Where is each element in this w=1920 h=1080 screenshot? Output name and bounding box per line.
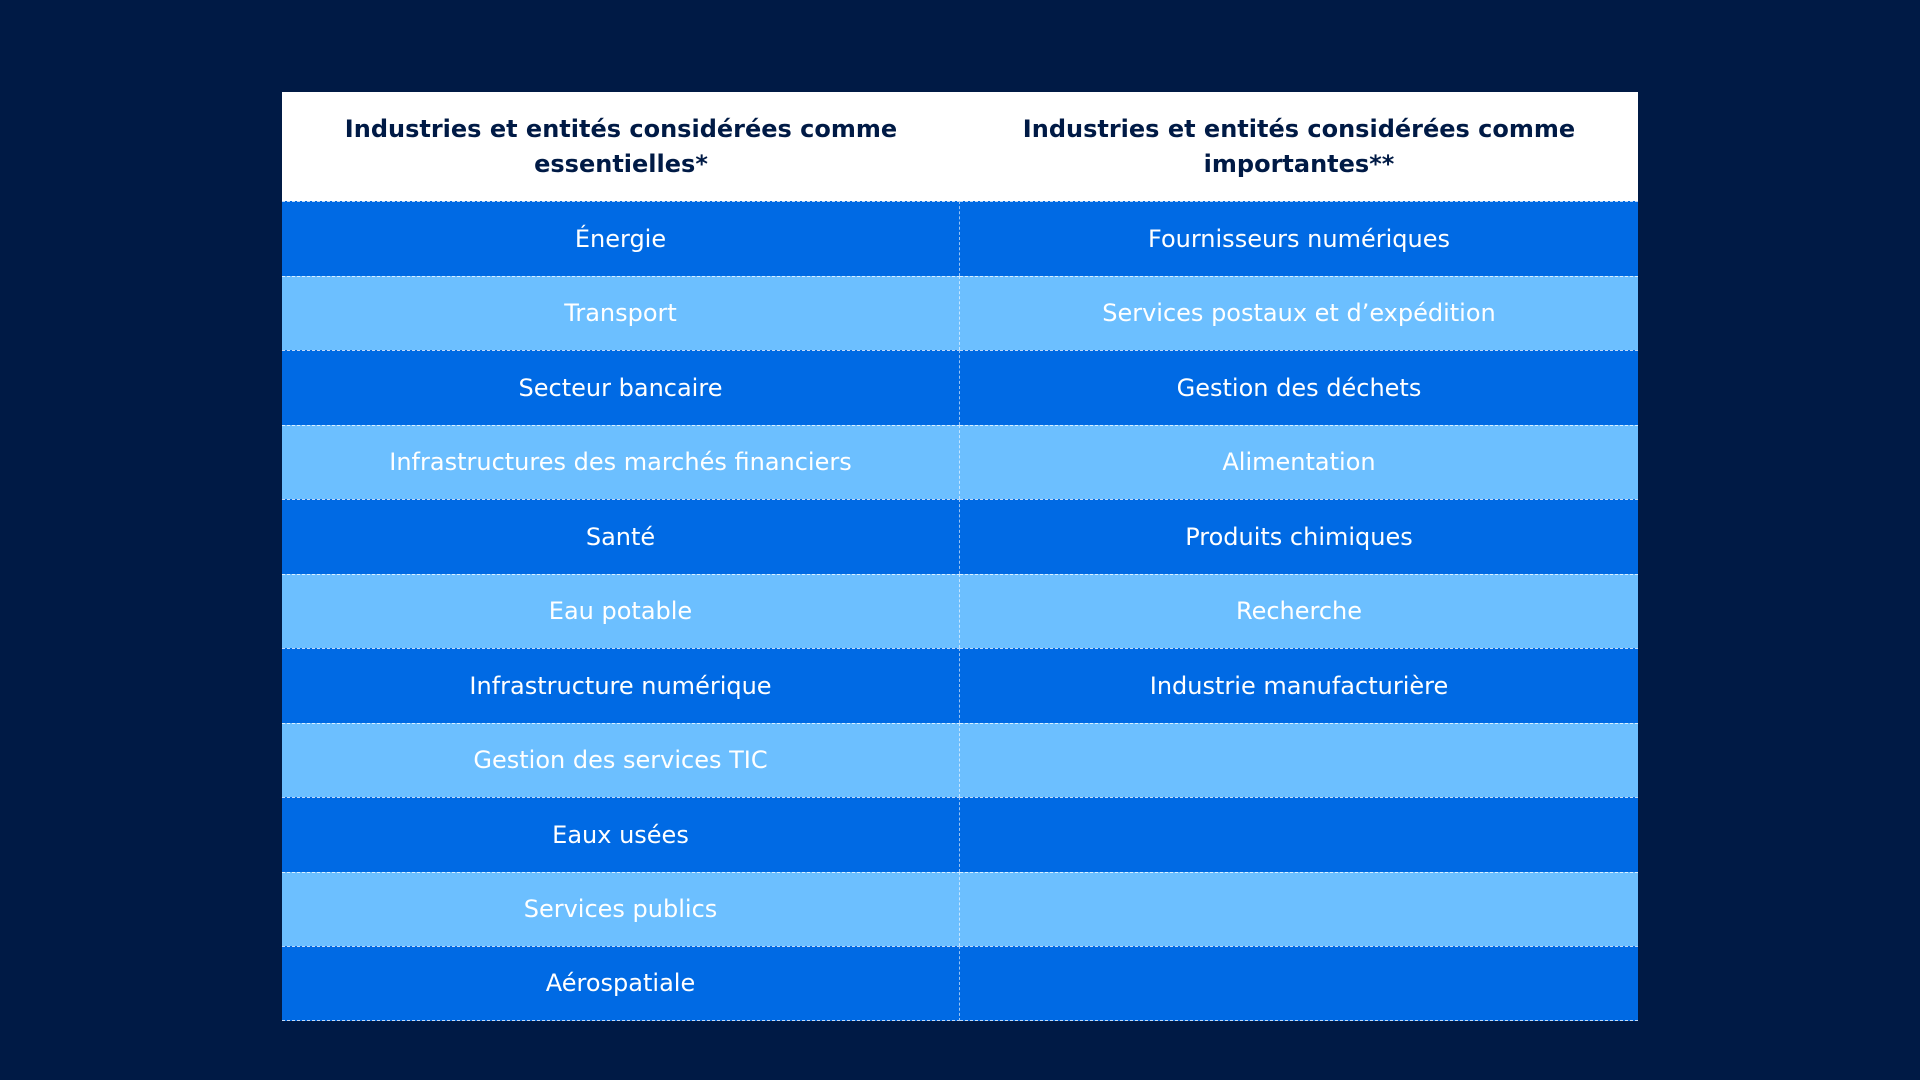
comparison-table: Industries et entités considérées comme … [282,92,1638,1021]
table-cell: Eaux usées [282,797,960,872]
table-cell: Infrastructure numérique [282,648,960,723]
table-cell: Gestion des déchets [960,350,1638,425]
table-cell: Produits chimiques [960,499,1638,574]
table-cell: Secteur bancaire [282,350,960,425]
table-cell [960,722,1638,797]
table-cell: Gestion des services TIC [282,722,960,797]
table-cell: Services postaux et d’expédition [960,275,1638,350]
table-cell [960,946,1638,1021]
table-cell: Eau potable [282,573,960,648]
table-cell: Transport [282,275,960,350]
table-cell: Services publics [282,871,960,946]
table-cell: Recherche [960,573,1638,648]
table-cell: Infrastructures des marchés financiers [282,424,960,499]
table-cell: Fournisseurs numériques [960,201,1638,276]
table-cell: Industrie manufacturière [960,648,1638,723]
table-cell: Aérospatiale [282,946,960,1021]
table-cell: Alimentation [960,424,1638,499]
table-cell: Santé [282,499,960,574]
header-essential: Industries et entités considérées comme … [282,92,960,201]
header-important: Industries et entités considérées comme … [960,92,1638,201]
table-cell [960,871,1638,946]
table-cell [960,797,1638,872]
table-cell: Énergie [282,201,960,276]
